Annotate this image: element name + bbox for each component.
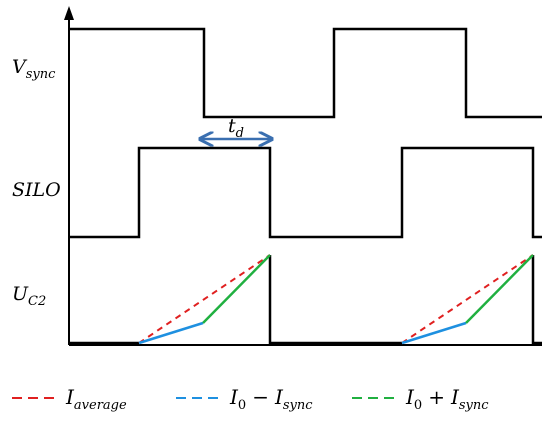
ramp-average-2 xyxy=(401,254,534,344)
legend: Iaverage I0− Isync I0 + Isync xyxy=(12,385,489,413)
legend-label-average: Iaverage xyxy=(65,385,127,413)
uc2-fall-2 xyxy=(531,255,542,345)
ramp-average-1 xyxy=(138,254,271,344)
silo-waveform xyxy=(69,146,542,239)
vsync-waveform xyxy=(69,27,542,119)
vsync-label: Vsync xyxy=(12,56,56,82)
ramp-plus-2 xyxy=(465,254,534,324)
uc2-fall-1 xyxy=(268,255,402,345)
delay-label: td xyxy=(228,115,244,141)
ramp-minus-2 xyxy=(401,321,467,345)
legend-label-minus: I0− Isync xyxy=(229,385,313,413)
silo-label: SILO xyxy=(12,179,61,201)
uc2-label: UC2 xyxy=(12,283,46,309)
legend-label-plus: I0 + Isync xyxy=(405,385,489,413)
axis-arrow xyxy=(64,6,74,20)
ramp-minus-1 xyxy=(138,321,204,345)
ramp-plus-1 xyxy=(202,254,271,324)
